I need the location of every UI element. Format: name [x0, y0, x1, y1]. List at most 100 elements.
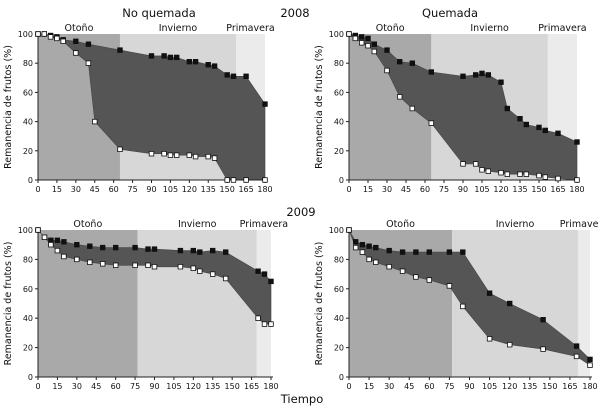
- filled-square-point: [85, 41, 92, 47]
- chart-panel-2009-quemada: Otoño Invierno Primavera 0 15 30 45 60 75 90 105 12…: [314, 219, 598, 391]
- x-tick-label: 165: [238, 185, 253, 194]
- filled-square-point: [209, 247, 216, 254]
- y-tick-label: 100: [329, 30, 344, 39]
- x-tick-label: 60: [109, 185, 119, 194]
- x-tick-label: 0: [346, 185, 351, 194]
- y-tick-label: 40: [23, 118, 33, 127]
- y-tick-label: 0: [339, 176, 344, 185]
- open-square-point: [587, 362, 593, 368]
- y-axis-title: Remanencia de frutos (%): [3, 242, 14, 366]
- x-tick-label: 15: [52, 382, 62, 391]
- open-square-point: [506, 341, 513, 348]
- open-square-point: [230, 177, 237, 183]
- filled-square-point: [61, 239, 67, 245]
- filled-square-point: [413, 249, 419, 255]
- chart-panel-2008-quemada: Quemada Otoño Invierno Primavera 0 15 30 45 60 7…: [314, 6, 587, 194]
- y-tick-label: 60: [334, 88, 344, 97]
- x-tick-label: 180: [569, 185, 584, 194]
- open-square-point: [48, 241, 54, 248]
- open-square-point: [117, 146, 123, 152]
- open-square-point: [352, 244, 359, 251]
- open-square-point: [460, 303, 466, 310]
- filled-square-point: [222, 249, 229, 255]
- filled-square-point: [192, 59, 199, 65]
- open-square-point: [145, 262, 151, 268]
- x-tick-label: 180: [582, 382, 597, 391]
- filled-square-point: [74, 241, 80, 248]
- open-square-point: [167, 152, 174, 158]
- filled-square-point: [460, 73, 466, 79]
- x-tick-label: 135: [522, 382, 537, 391]
- open-square-point: [209, 271, 216, 277]
- x-tick-label: 150: [531, 185, 546, 194]
- x-tick-label: 60: [111, 382, 121, 391]
- filled-square-point: [365, 35, 371, 42]
- filled-square-point: [399, 249, 406, 255]
- x-tick-label: 90: [146, 185, 156, 194]
- open-square-point: [346, 227, 352, 233]
- open-square-point: [261, 321, 268, 327]
- open-square-point: [113, 262, 119, 268]
- filled-square-point: [173, 54, 180, 61]
- y-axis-title: Remanencia de frutos (%): [3, 45, 14, 169]
- open-square-point: [148, 150, 155, 157]
- x-tick-label: 15: [52, 185, 62, 194]
- filled-square-point: [536, 124, 542, 131]
- open-square-point: [460, 161, 466, 167]
- y-tick-label: 0: [28, 373, 33, 382]
- open-square-point: [536, 172, 542, 179]
- x-tick-label: 135: [205, 382, 220, 391]
- open-square-point: [205, 153, 211, 160]
- chart-panel-2008-no-quemada: No quemada Otoño Invierno Primavera 0 15 30 45…: [3, 6, 275, 194]
- season-label: Invierno: [178, 219, 217, 230]
- open-square-point: [346, 31, 352, 37]
- open-square-point: [197, 268, 203, 274]
- open-square-point: [92, 118, 98, 125]
- filled-square-point: [498, 79, 504, 85]
- x-tick-label: 75: [439, 185, 449, 194]
- open-square-point: [446, 283, 453, 289]
- open-square-point: [60, 38, 66, 44]
- open-square-point: [498, 169, 504, 176]
- open-square-point: [192, 153, 199, 160]
- x-tick-label: 105: [166, 382, 181, 391]
- filled-square-point: [540, 316, 546, 323]
- open-square-point: [386, 263, 392, 270]
- x-tick-label: 30: [384, 382, 394, 391]
- filled-square-point: [574, 139, 580, 145]
- y-tick-label: 40: [23, 314, 33, 323]
- open-square-point: [373, 259, 379, 265]
- filled-square-point: [268, 278, 274, 285]
- year-2008-label: 2008: [280, 6, 309, 20]
- filled-square-point: [371, 41, 377, 47]
- open-square-point: [399, 268, 406, 274]
- filled-square-point: [506, 300, 513, 307]
- y-tick-label: 0: [28, 176, 33, 185]
- open-square-point: [352, 35, 358, 42]
- filled-square-point: [151, 246, 158, 252]
- x-tick-label: 0: [346, 382, 351, 391]
- x-tick-label: 150: [542, 382, 557, 391]
- x-tick-label: 150: [225, 382, 240, 391]
- open-square-point: [485, 168, 491, 174]
- y-tick-label: 40: [334, 314, 344, 323]
- filled-square-point: [587, 356, 593, 363]
- open-square-point: [428, 120, 434, 126]
- open-square-point: [486, 336, 493, 342]
- y-tick-label: 80: [23, 59, 33, 68]
- y-tick-label: 20: [23, 344, 33, 353]
- open-square-point: [100, 261, 106, 267]
- season-label: Primavera: [538, 23, 586, 34]
- x-tick-label: 30: [71, 185, 81, 194]
- y-tick-label: 60: [23, 88, 33, 97]
- x-axis-title: Tiempo: [280, 392, 323, 406]
- filled-square-point: [243, 73, 249, 79]
- open-square-point: [224, 177, 230, 183]
- filled-square-point: [145, 246, 151, 252]
- x-tick-label: 15: [364, 382, 374, 391]
- season-band: [577, 230, 590, 377]
- open-square-point: [132, 262, 138, 268]
- open-square-point: [359, 249, 366, 255]
- x-tick-label: 180: [263, 382, 278, 391]
- open-square-point: [151, 263, 158, 270]
